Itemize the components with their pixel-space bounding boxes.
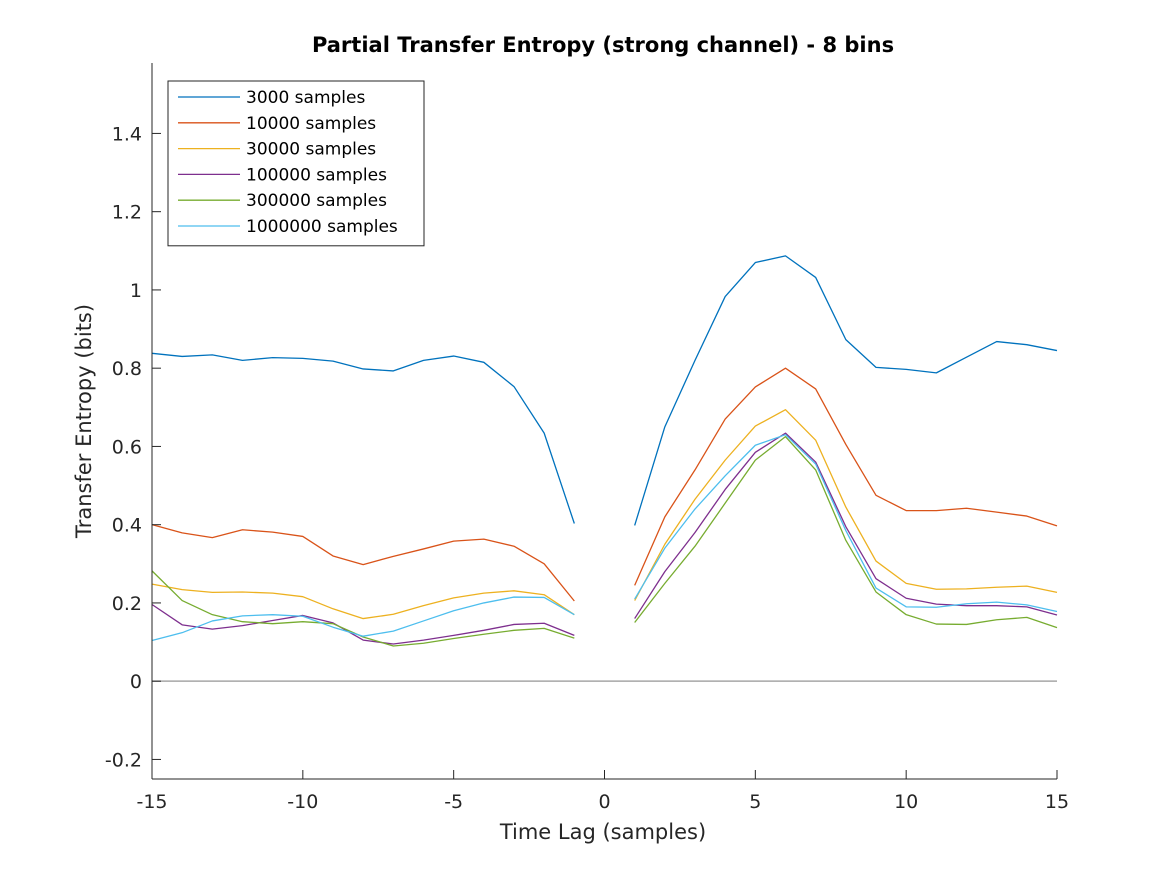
x-tick-label: -10 — [287, 791, 318, 813]
series-line-1 — [151, 367, 1058, 602]
x-tick-label: -5 — [444, 791, 463, 813]
legend: 3000 samples 10000 samples 30000 samples 10… — [167, 80, 425, 247]
ticks-group: -15 -10 -5 0 5 10 15 -0.2 0 0.2 0.4 0.6 0.8 1 1.2 1.4 — [105, 123, 1069, 813]
x-tick-label: 0 — [598, 791, 610, 813]
chart-title: Partial Transfer Entropy (strong channel… — [312, 33, 894, 57]
y-tick-label: 0.4 — [112, 515, 142, 537]
x-tick-label: -15 — [136, 791, 167, 813]
series-line-2 — [151, 409, 1058, 620]
series-line-3 — [151, 432, 1058, 645]
y-tick-label: 1.4 — [112, 123, 142, 145]
y-tick-label: 1 — [130, 280, 142, 302]
y-tick-label: 0.8 — [112, 358, 142, 380]
y-tick-label: 0.2 — [112, 593, 142, 615]
legend-entry-label: 100000 samples — [246, 165, 387, 185]
series-line-0 — [151, 255, 1058, 526]
y-tick-label: -0.2 — [105, 749, 142, 771]
x-axis-label: Time Lag (samples) — [499, 820, 706, 844]
x-tick-label: 5 — [749, 791, 761, 813]
x-tick-label: 15 — [1045, 791, 1069, 813]
series-line-5 — [151, 434, 1058, 642]
legend-entry-label: 300000 samples — [246, 191, 387, 211]
y-tick-label: 1.2 — [112, 202, 142, 224]
legend-entry-label: 30000 samples — [246, 140, 376, 160]
legend-entry-label: 3000 samples — [246, 88, 365, 108]
x-tick-label: 10 — [894, 791, 918, 813]
legend-entry-label: 1000000 samples — [246, 217, 398, 237]
y-axis-label: Transfer Entropy (bits) — [72, 304, 96, 539]
legend-box — [167, 80, 425, 247]
series-group — [151, 255, 1058, 647]
y-tick-label: 0 — [130, 671, 142, 693]
series-line-4 — [151, 436, 1058, 647]
y-tick-label: 0.6 — [112, 436, 142, 458]
legend-entry-label: 10000 samples — [246, 114, 376, 134]
